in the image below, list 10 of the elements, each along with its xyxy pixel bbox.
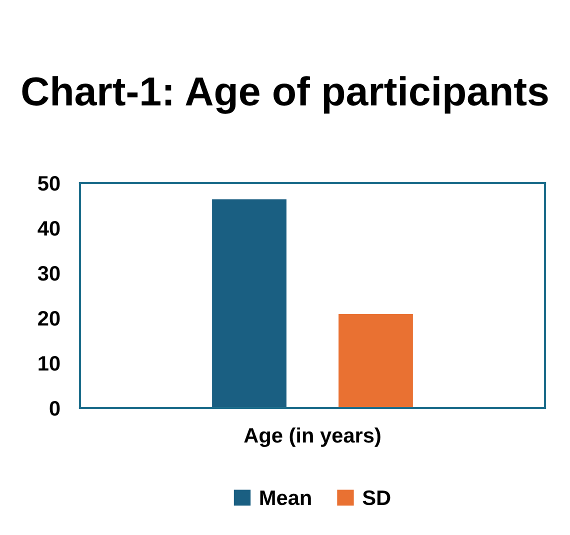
y-tick-label: 20 [38,311,60,326]
chart-title: Chart-1: Age of participants [22,76,548,114]
y-tick-label: 30 [38,266,60,281]
x-tick-label: Age (in years) [244,427,380,447]
y-tick-label: 0 [50,401,60,416]
y-tick-label: 10 [38,356,60,371]
y-tick-label: 40 [38,221,60,236]
legend-label: Mean [260,490,311,506]
legend-label: SD [362,490,390,506]
y-tick-label: 50 [38,176,60,191]
